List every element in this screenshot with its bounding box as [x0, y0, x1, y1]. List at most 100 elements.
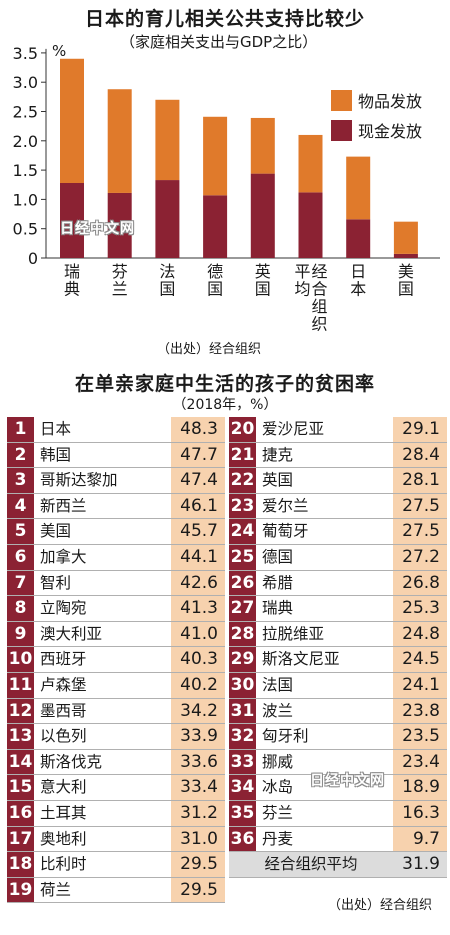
table-row: 25 德国 27.2: [229, 544, 447, 571]
rank-cell: 29: [229, 647, 257, 672]
country-cell: 荷兰: [35, 877, 171, 903]
table-row: 9 澳大利亚 41.0: [7, 621, 225, 648]
x-category-label: 本: [350, 280, 366, 299]
x-category-label: 国: [398, 280, 414, 299]
ranking-table-left: 1 日本 48.3 2 韩国 47.7 3 哥斯达黎加 47.4 4 新西兰 46.1 5 美国 45.7 6…: [7, 417, 225, 904]
table-row: 33 挪威 23.4: [229, 749, 447, 776]
chart-title: 日本的育儿相关公共支持比较少: [84, 8, 365, 30]
rate-cell: 47.4: [171, 468, 225, 493]
rate-cell: 27.5: [393, 493, 447, 519]
rank-cell: 15: [7, 775, 35, 800]
bar-cash: [393, 253, 418, 258]
rate-cell: 44.1: [171, 544, 225, 570]
rank-cell: 3: [7, 468, 35, 493]
country-cell: 以色列: [35, 724, 171, 749]
country-cell: 法国: [257, 672, 393, 698]
rate-cell: 47.7: [171, 442, 225, 468]
rate-cell: 26.8: [393, 570, 447, 596]
y-tick-label: 3.5: [13, 44, 38, 63]
rate-cell: 24.1: [393, 672, 447, 698]
x-category-label: 典: [64, 280, 80, 299]
rank-cell: 9: [7, 621, 35, 647]
rate-cell: 29.5: [171, 877, 225, 903]
rank-cell: 36: [229, 826, 257, 852]
country-cell: 捷克: [257, 442, 393, 468]
table-row: 31 波兰 23.8: [229, 698, 447, 725]
y-tick-label: 2.0: [13, 132, 38, 151]
table-row: 13 以色列 33.9: [7, 724, 225, 750]
x-category-label: 平: [294, 262, 310, 281]
table-row: 20 爱沙尼亚 29.1: [229, 417, 447, 443]
rate-cell: 33.9: [171, 724, 225, 749]
ranking-table-right: 20 爱沙尼亚 29.1 21 捷克 28.4 22 英国 28.1 23 爱尔兰 27.5 24 葡萄牙…: [229, 417, 447, 878]
rate-cell: 41.0: [171, 621, 225, 647]
rank-cell: 1: [7, 417, 35, 442]
country-cell: 匈牙利: [257, 724, 393, 749]
rank-cell: 16: [7, 800, 35, 826]
country-cell: 芬兰: [257, 800, 393, 826]
rank-cell: 18: [7, 852, 35, 877]
rate-cell: 45.7: [171, 519, 225, 544]
rate-cell: 23.5: [393, 724, 447, 749]
table-row: 6 加拿大 44.1: [7, 544, 225, 571]
y-tick-label: 3.0: [13, 73, 38, 92]
average-value: 31.9: [402, 854, 440, 875]
legend-label: 物品发放: [358, 92, 422, 111]
rate-cell: 24.5: [393, 647, 447, 672]
rank-cell: 24: [229, 519, 257, 544]
table-row: 16 土耳其 31.2: [7, 800, 225, 827]
bar-goods: [250, 117, 275, 174]
bar-goods: [298, 134, 323, 193]
country-cell: 比利时: [35, 852, 171, 877]
table-row: 29 斯洛文尼亚 24.5: [229, 647, 447, 673]
rank-cell: 23: [229, 493, 257, 519]
country-cell: 爱沙尼亚: [257, 417, 393, 442]
country-cell: 日本: [35, 417, 171, 442]
table-row: 3 哥斯达黎加 47.4: [7, 468, 225, 494]
rank-cell: 27: [229, 596, 257, 621]
bar-goods: [346, 156, 371, 220]
rate-cell: 9.7: [393, 826, 447, 852]
bar-cash: [203, 195, 228, 258]
country-cell: 德国: [257, 544, 393, 570]
country-cell: 爱尔兰: [257, 493, 393, 519]
chart-source: （出处）经合组织: [157, 342, 262, 357]
x-category-label: 德: [207, 262, 223, 281]
table-row: 27 瑞典 25.3: [229, 596, 447, 622]
y-tick-label: 1.0: [13, 190, 38, 209]
rate-cell: 33.6: [171, 749, 225, 775]
country-cell: 冰岛: [257, 775, 393, 800]
rate-cell: 29.5: [171, 852, 225, 877]
table-row: 26 希腊 26.8: [229, 570, 447, 597]
table-row: 32 匈牙利 23.5: [229, 724, 447, 750]
country-cell: 奥地利: [35, 826, 171, 852]
rank-cell: 35: [229, 800, 257, 826]
rank-cell: 34: [229, 775, 257, 800]
rank-cell: 33: [229, 749, 257, 775]
table-row: 2 韩国 47.7: [7, 442, 225, 469]
rate-cell: 27.2: [393, 544, 447, 570]
table-row: 8 立陶宛 41.3: [7, 596, 225, 622]
table-row: 7 智利 42.6: [7, 570, 225, 597]
watermark: 日经中文网: [60, 221, 135, 237]
table-row: 17 奥地利 31.0: [7, 826, 225, 853]
rank-cell: 2: [7, 442, 35, 468]
country-cell: 美国: [35, 519, 171, 544]
average-row: 经合组织平均 31.9: [229, 852, 447, 878]
country-cell: 斯洛文尼亚: [257, 647, 393, 672]
stacked-bar-chart: %00.51.01.52.02.53.03.5瑞典芬兰法国德国英国平均经合组织日…: [13, 42, 440, 334]
table-row: 12 墨西哥 34.2: [7, 698, 225, 725]
table-row: 36 丹麦 9.7: [229, 826, 447, 853]
rate-cell: 18.9: [393, 775, 447, 800]
x-category-label: 均: [294, 280, 310, 299]
rank-cell: 13: [7, 724, 35, 749]
table-subtitle: （2018年，%）: [172, 397, 278, 413]
rate-cell: 40.3: [171, 647, 225, 672]
country-cell: 土耳其: [35, 800, 171, 826]
rate-cell: 46.1: [171, 493, 225, 519]
rank-cell: 6: [7, 544, 35, 570]
bar-cash: [298, 192, 323, 258]
bar-goods: [203, 116, 228, 196]
country-cell: 拉脱维亚: [257, 621, 393, 647]
y-tick-label: 0: [28, 249, 38, 268]
